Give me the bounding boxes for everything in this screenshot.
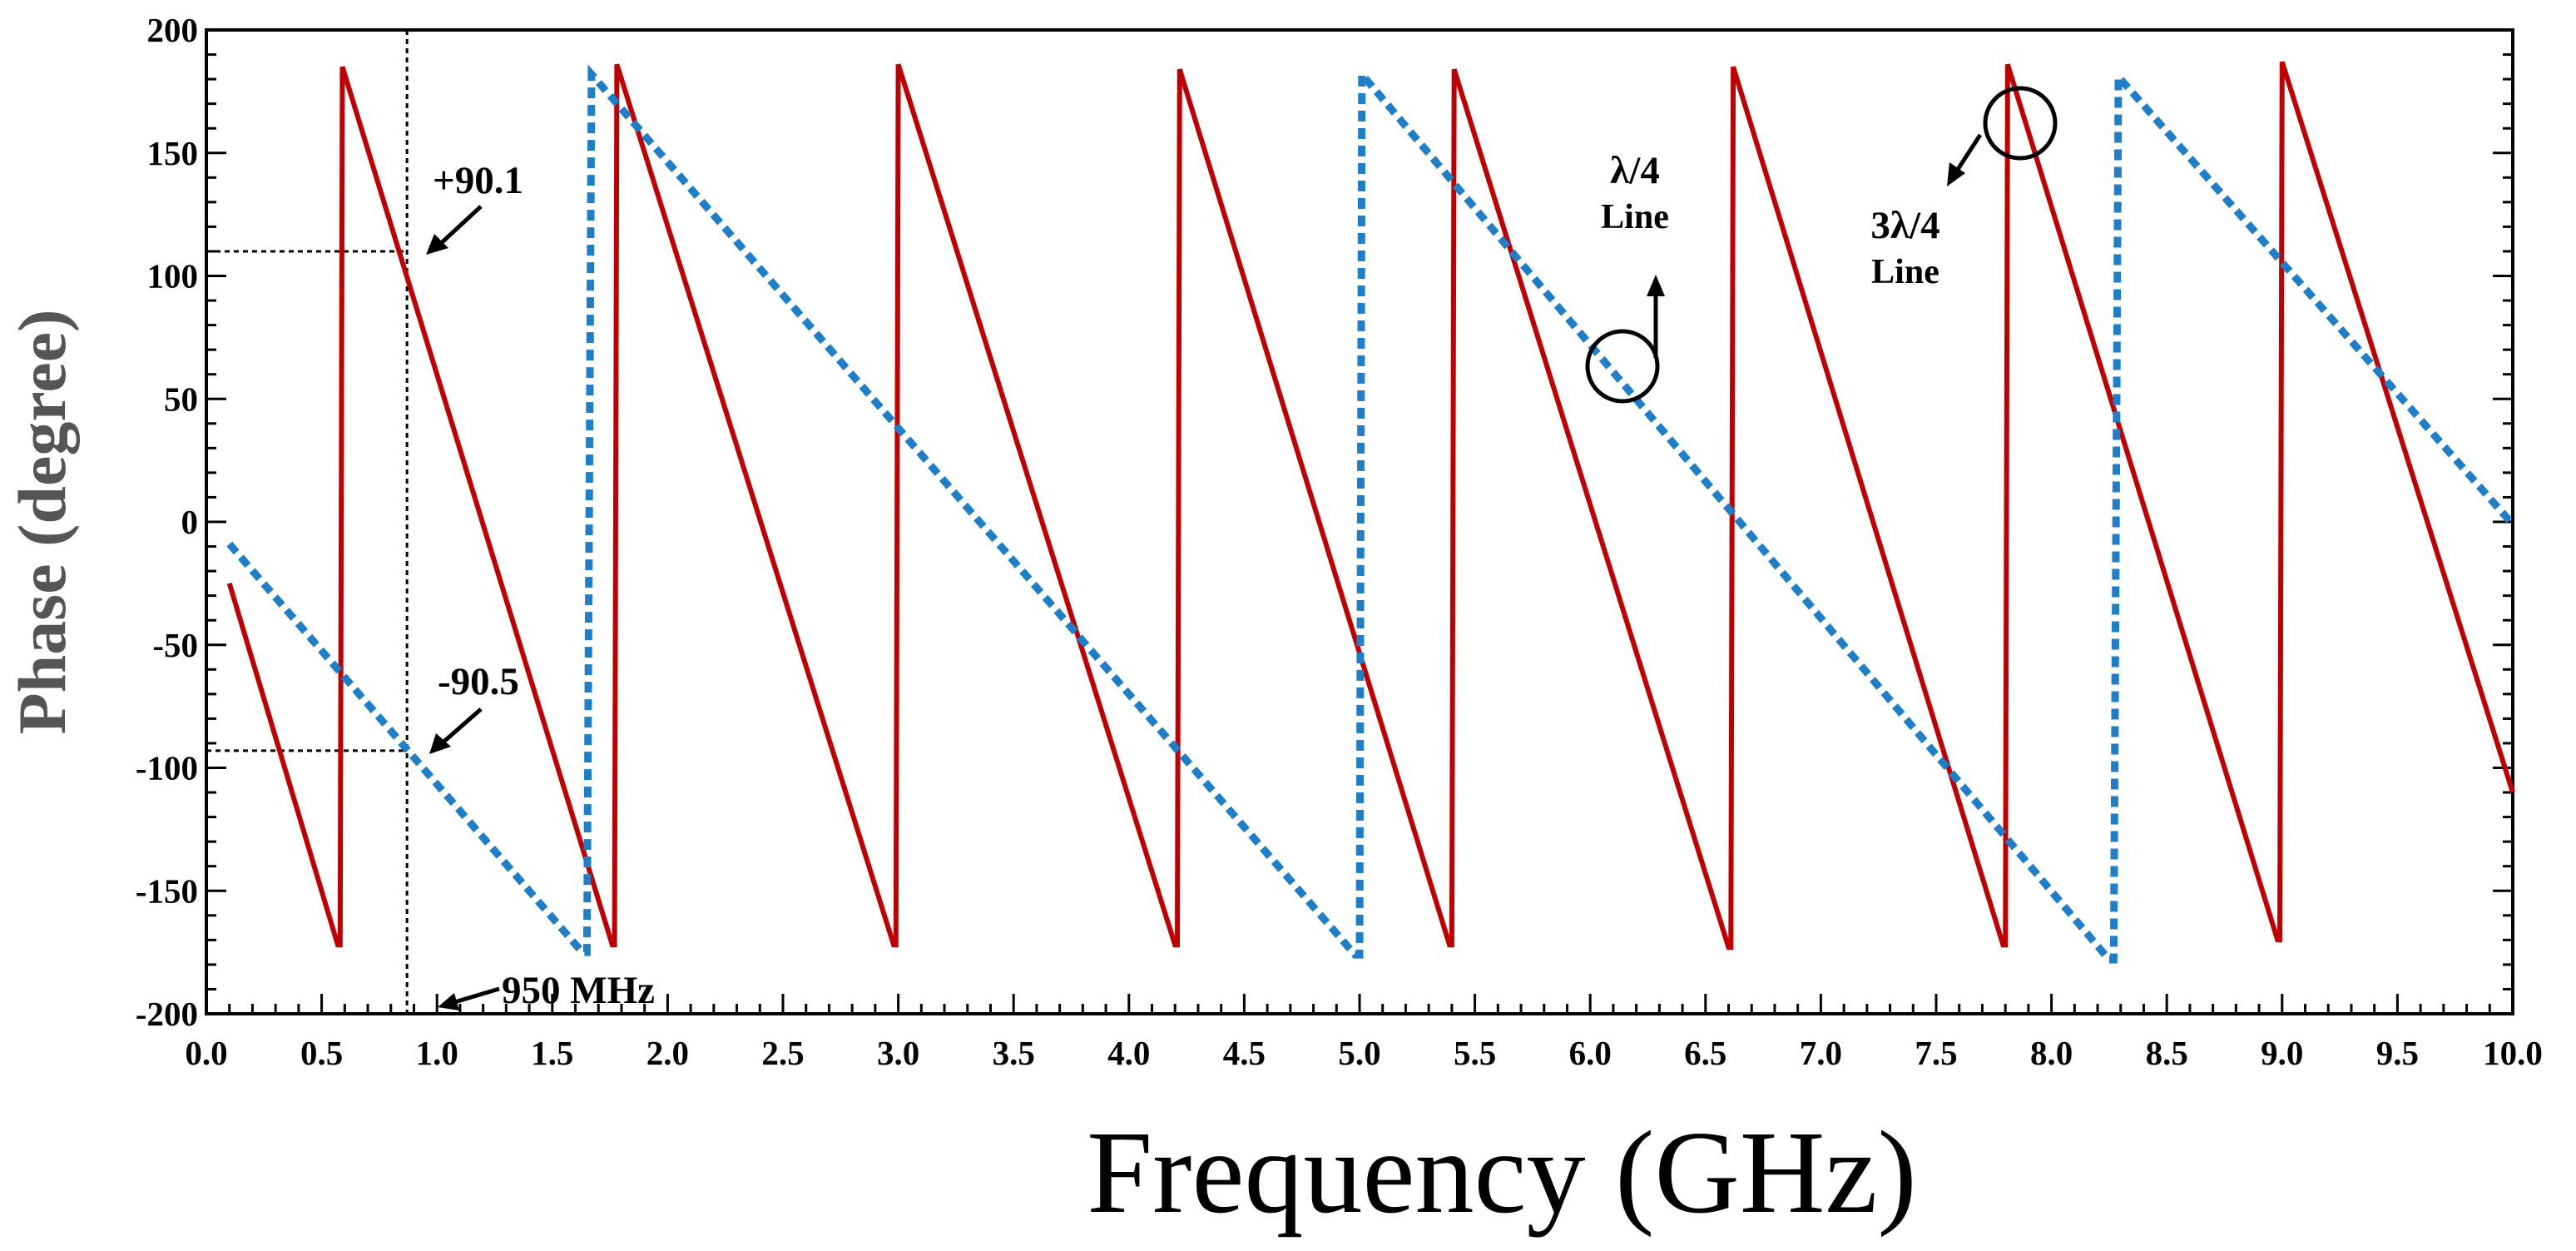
y-tick-label: 50 — [164, 380, 198, 418]
series-quarter-wave-line — [226, 63, 2516, 964]
annotation-plus: +90.1 — [433, 159, 523, 202]
y-tick-label: -50 — [152, 626, 198, 664]
axis-ticks — [205, 28, 2514, 1015]
x-tick-label: 7.5 — [1915, 1034, 1957, 1072]
x-tick-label: 8.0 — [2030, 1034, 2073, 1072]
y-axis-title: Phase (degree) — [4, 310, 80, 735]
x-tick-label: 4.0 — [1107, 1034, 1150, 1072]
annotations: +90.1 -90.5 950 MHz λ/4 Line 3λ/4 Line — [426, 86, 2058, 1012]
y-tick-label: 200 — [147, 11, 199, 49]
y-tick-labels: 200 150 100 50 0 -50 -100 -150 -200 — [136, 11, 198, 1033]
quarter-wave-marker-circle — [1585, 329, 1660, 404]
y-tick-label: -150 — [136, 871, 198, 910]
three-quarter-wave-arrowhead — [1947, 162, 1965, 186]
label-three-quarter-wave-title: 3λ/4 — [1870, 204, 1939, 247]
x-tick-label: 7.0 — [1800, 1034, 1842, 1072]
arrow-frequency — [451, 986, 500, 1005]
arrowhead-plus — [426, 234, 448, 255]
x-tick-labels: 0.0 0.5 1.0 1.5 2.0 2.5 3.0 3.5 4.0 4.5 5.0 5.5 6.0 6… — [185, 1034, 2543, 1072]
y-tick-label: 0 — [181, 503, 199, 541]
x-tick-label: 3.0 — [877, 1034, 919, 1072]
series-group — [226, 61, 2516, 964]
x-tick-label: 1.0 — [416, 1034, 458, 1072]
arrow-plus — [437, 205, 483, 247]
three-quarter-wave-marker-circle — [1983, 86, 2058, 161]
annotation-minus: -90.5 — [438, 660, 519, 703]
x-tick-label: 1.5 — [531, 1034, 573, 1072]
series-three-quarter-wave-line — [226, 61, 2515, 951]
label-three-quarter-wave-sub: Line — [1871, 253, 1939, 291]
quarter-wave-arrowhead — [1647, 275, 1665, 296]
reference-lines — [206, 30, 409, 1014]
x-tick-label: 5.0 — [1338, 1034, 1380, 1072]
label-quarter-wave-title: λ/4 — [1610, 149, 1660, 192]
x-tick-label: 0.5 — [300, 1034, 343, 1072]
x-tick-label: 3.5 — [993, 1034, 1035, 1072]
y-tick-label: 100 — [147, 257, 199, 295]
x-tick-label: 6.0 — [1569, 1034, 1612, 1072]
x-tick-label: 5.5 — [1454, 1034, 1496, 1072]
x-tick-label: 2.5 — [761, 1034, 804, 1072]
arrowhead-frequency — [438, 993, 459, 1010]
x-tick-label: 4.5 — [1223, 1034, 1266, 1072]
x-tick-label: 8.5 — [2146, 1034, 2188, 1072]
y-tick-label: 150 — [147, 134, 199, 172]
arrow-minus — [439, 707, 483, 746]
x-tick-label: 2.0 — [646, 1034, 689, 1072]
label-quarter-wave-sub: Line — [1601, 198, 1669, 236]
three-quarter-wave-arrow — [1954, 133, 1983, 172]
x-tick-label: 9.5 — [2376, 1034, 2419, 1072]
arrowhead-minus — [429, 733, 451, 754]
y-tick-label: -100 — [136, 749, 198, 787]
x-tick-label: 6.5 — [1684, 1034, 1726, 1072]
x-axis-title: Frequency (GHz) — [1087, 1106, 1917, 1238]
x-tick-label: 9.0 — [2261, 1034, 2303, 1072]
x-tick-label: 0.0 — [185, 1034, 227, 1072]
x-tick-label: 10.0 — [2483, 1034, 2543, 1072]
annotation-frequency: 950 MHz — [502, 969, 655, 1012]
y-tick-label: -200 — [136, 995, 198, 1033]
